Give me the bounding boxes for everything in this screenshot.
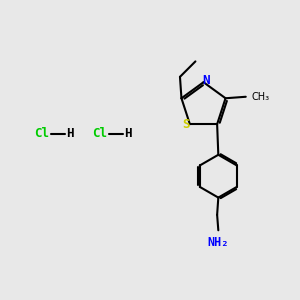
Text: NH₂: NH₂ xyxy=(208,236,229,249)
Text: H: H xyxy=(67,127,74,140)
Text: CH₃: CH₃ xyxy=(251,92,269,102)
Text: S: S xyxy=(183,118,190,131)
Text: Cl: Cl xyxy=(34,127,49,140)
Text: Cl: Cl xyxy=(92,127,107,140)
Text: N: N xyxy=(203,74,210,87)
Text: H: H xyxy=(124,127,132,140)
